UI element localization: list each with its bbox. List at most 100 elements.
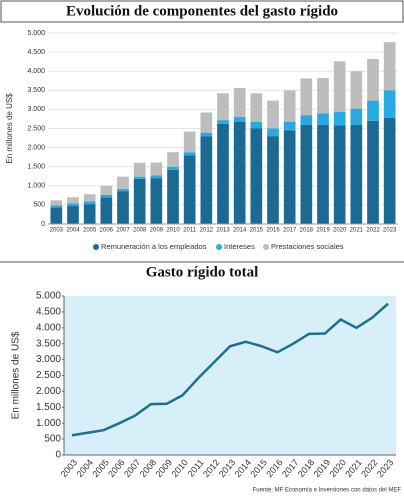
bar-segment (317, 78, 329, 114)
bar-segment (67, 197, 79, 204)
x-tick-label: 2012 (200, 228, 214, 234)
title-box (0, 0, 404, 23)
x-tick-label: 2017 (280, 457, 301, 479)
bar-segment (200, 112, 213, 133)
y-tick-label: 3.500 (27, 87, 45, 94)
bar-segment (217, 120, 229, 124)
y-tick-label: 1.000 (27, 183, 45, 190)
bar-segment (83, 201, 96, 205)
x-tick-label: 2019 (312, 457, 333, 479)
y-tick-label: 3.000 (27, 106, 45, 113)
bar-segment (183, 155, 196, 224)
y-tick-label: 0 (55, 450, 61, 461)
y-tick-label: 5.000 (36, 291, 61, 302)
x-tick-label: 2021 (350, 228, 364, 234)
x-tick-label: 2009 (150, 228, 164, 234)
y-tick-label: 3.000 (36, 354, 61, 365)
y-tick-label: 2.500 (36, 370, 61, 381)
bar-segment (100, 197, 113, 224)
x-tick-label: 2020 (327, 457, 348, 479)
x-tick-label: 2003 (59, 457, 80, 479)
x-tick-label: 2006 (100, 228, 114, 234)
x-tick-label: 2020 (333, 228, 347, 234)
x-tick-label: 2017 (283, 228, 297, 234)
bar-segment (183, 152, 196, 156)
x-tick-label: 2010 (169, 457, 190, 479)
bar-segment (100, 194, 113, 198)
y-tick-label: 0 (41, 221, 45, 228)
bar-segment (83, 204, 96, 224)
x-tick-label: 2019 (316, 228, 330, 234)
x-tick-label: 2016 (266, 228, 280, 234)
bar-segment (67, 206, 79, 224)
bar-segment (250, 128, 263, 224)
x-tick-label: 2004 (75, 457, 96, 479)
line (71, 302, 389, 437)
x-tick-label: 2014 (233, 457, 254, 479)
x-tick-label: 2007 (116, 228, 130, 234)
bar-segment (267, 100, 279, 129)
plot-background (64, 296, 396, 455)
bar-segment (350, 108, 363, 125)
legend-label: Remuneración a los empleados (101, 242, 207, 251)
x-tick-label: 2016 (264, 457, 285, 479)
bar-segment (233, 88, 246, 118)
bar-segment (200, 136, 213, 224)
y-tick-label: 2.000 (27, 144, 45, 151)
y-tick-label: 500 (44, 434, 61, 445)
legend-swatch (216, 244, 222, 250)
legend-label: Prestaciones sociales (271, 242, 344, 251)
y-tick-label: 500 (33, 202, 45, 209)
bar-segment (317, 113, 329, 125)
x-tick-label: 2006 (106, 457, 127, 479)
bar-segment (300, 115, 313, 125)
y-axis-label: En millones de US$ (11, 331, 22, 419)
x-tick-label: 2009 (154, 457, 175, 479)
y-tick-label: 3.500 (36, 338, 61, 349)
x-tick-label: 2013 (217, 457, 238, 479)
bar-segment (133, 162, 146, 177)
x-tick-label: 2004 (66, 228, 80, 234)
x-tick-label: 2018 (300, 228, 314, 234)
x-tick-label: 2012 (201, 457, 222, 479)
bar-segment (283, 130, 296, 224)
x-tick-label: 2011 (183, 228, 197, 234)
bar-segment (333, 125, 346, 224)
bar-segment (167, 169, 179, 224)
bar-segment (367, 100, 379, 121)
legend-label: Intereses (224, 242, 255, 251)
x-tick-label: 2003 (50, 228, 64, 234)
bar-segment (333, 111, 346, 126)
bar-segment (283, 90, 296, 122)
bar-segment (233, 117, 246, 122)
source: Fuente: MF Economía e Inversiones con da… (253, 488, 402, 494)
bar-segment (50, 207, 63, 224)
bar-segment (50, 200, 63, 206)
y-axis-label: En millones de US$ (5, 93, 14, 164)
bar-segment (100, 185, 113, 195)
bar-segment (167, 152, 179, 167)
legend-swatch (93, 244, 99, 250)
bar-segment (50, 205, 63, 208)
x-tick-label: 2023 (383, 228, 397, 234)
x-tick-label: 2005 (90, 457, 111, 479)
x-tick-label: 2008 (138, 457, 159, 479)
bar-segment (183, 131, 196, 153)
bar-segment (117, 191, 129, 224)
bar-segment (217, 93, 229, 121)
x-tick-label: 2007 (122, 457, 143, 479)
bar-segment (67, 203, 79, 207)
bar-segment (167, 166, 179, 170)
bar-segment (133, 178, 146, 224)
x-tick-label: 2010 (166, 228, 180, 234)
bar-segment (117, 176, 129, 189)
x-tick-label: 2022 (359, 457, 380, 479)
x-tick-label: 2018 (296, 457, 317, 479)
y-tick-label: 4.500 (36, 307, 61, 318)
bar-segment (383, 117, 396, 224)
x-tick-label: 2023 (375, 457, 396, 479)
bar-segment (283, 121, 296, 131)
bar-segment (383, 90, 396, 118)
bar-segment (350, 124, 363, 224)
y-tick-label: 1.000 (36, 418, 61, 429)
